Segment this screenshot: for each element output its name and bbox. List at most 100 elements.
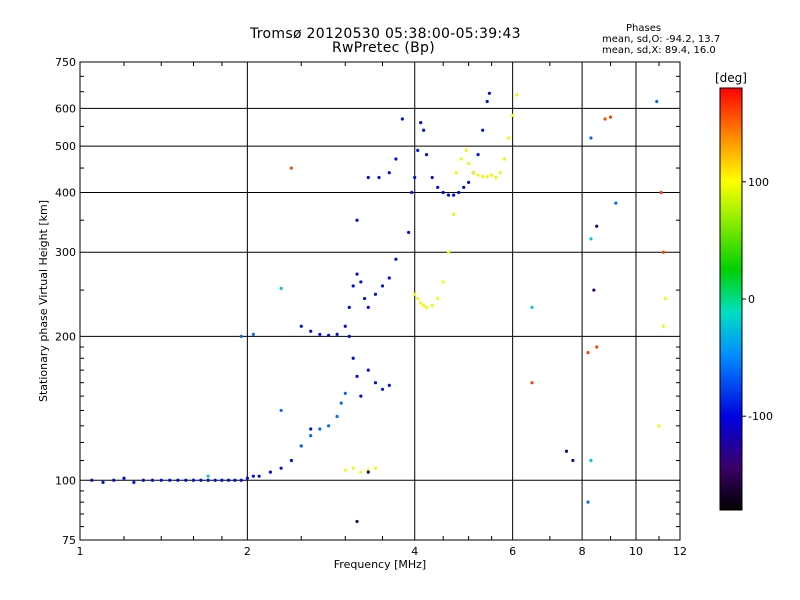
data-point	[206, 474, 210, 478]
data-point	[485, 99, 489, 104]
data-point	[430, 175, 434, 180]
data-point	[419, 301, 423, 305]
data-point	[289, 166, 293, 170]
phases-o-stats: mean, sd,O: -94.2, 13.7	[602, 34, 721, 45]
x-tick-label: 10	[629, 545, 643, 558]
colorbar-tick-label: -100	[748, 410, 773, 423]
data-point	[422, 303, 426, 308]
x-axis-label: Frequency [MHz]	[334, 558, 426, 571]
data-point	[122, 476, 126, 480]
data-point	[373, 292, 378, 296]
data-point	[327, 333, 331, 337]
data-point	[239, 334, 243, 338]
data-point	[168, 478, 172, 482]
colorbar-tick-label: 100	[748, 176, 769, 189]
data-point	[380, 387, 385, 391]
data-point	[459, 157, 463, 161]
data-point	[327, 424, 331, 428]
data-point	[394, 157, 398, 161]
data-point	[424, 153, 429, 157]
data-point	[366, 305, 370, 309]
data-point	[251, 332, 255, 336]
data-point	[422, 128, 426, 132]
data-point	[355, 519, 359, 524]
data-point	[487, 91, 492, 95]
data-point	[112, 478, 116, 482]
data-point	[199, 478, 203, 482]
data-point	[467, 180, 471, 184]
data-point	[362, 296, 367, 301]
data-point	[485, 174, 489, 179]
data-point	[502, 157, 507, 161]
y-tick-label: 750	[55, 56, 76, 69]
data-point	[589, 458, 593, 463]
data-point	[351, 466, 355, 470]
data-point	[318, 427, 322, 431]
data-point	[446, 250, 451, 254]
chart-subtitle: RwPretec (Bp)	[332, 40, 436, 56]
data-point	[359, 394, 363, 398]
data-point	[400, 117, 404, 121]
data-point	[343, 324, 347, 328]
data-point	[141, 478, 145, 482]
data-point	[394, 257, 398, 261]
x-tick-label: 4	[411, 545, 418, 558]
data-point	[410, 190, 414, 195]
data-point	[279, 286, 283, 291]
data-point	[380, 284, 385, 288]
data-point	[220, 478, 224, 482]
data-point	[506, 136, 511, 140]
data-point	[268, 470, 272, 474]
data-point	[359, 470, 363, 474]
y-tick-label: 600	[55, 102, 76, 115]
data-point	[589, 237, 593, 241]
y-tick-label: 100	[55, 474, 76, 487]
data-point	[452, 212, 456, 216]
data-point	[387, 171, 391, 175]
data-point	[335, 332, 339, 336]
data-point	[245, 476, 249, 480]
data-point	[476, 153, 480, 157]
data-point	[407, 230, 411, 235]
data-point	[343, 468, 347, 472]
data-point	[191, 478, 196, 482]
data-point	[659, 190, 663, 195]
data-point	[419, 121, 423, 125]
y-tick-label: 200	[55, 330, 76, 343]
data-point	[657, 424, 661, 428]
x-tick-label: 12	[673, 545, 687, 558]
data-point	[586, 350, 590, 355]
data-point	[355, 218, 359, 222]
data-point	[436, 296, 440, 301]
colorbar-label: [deg]	[715, 71, 747, 85]
data-point	[373, 381, 378, 385]
chart-title: Tromsø 20120530 05:38:00-05:39:43	[250, 26, 521, 42]
data-point	[467, 161, 471, 166]
data-point	[339, 401, 343, 405]
data-point	[457, 190, 461, 195]
data-point	[490, 173, 494, 177]
y-tick-label: 400	[55, 186, 76, 199]
data-point	[530, 381, 534, 385]
data-point	[471, 171, 475, 175]
data-point	[213, 478, 217, 482]
data-point	[251, 474, 255, 478]
data-point	[373, 466, 378, 470]
data-point	[150, 478, 155, 482]
data-point	[176, 478, 180, 482]
plot-frame	[79, 61, 681, 541]
colorbar-tick-label: 0	[748, 293, 755, 306]
data-point	[299, 324, 303, 328]
data-point	[481, 174, 485, 179]
data-point	[454, 171, 458, 175]
data-point	[661, 250, 665, 254]
data-point	[366, 368, 370, 372]
data-point	[608, 115, 613, 119]
data-point	[511, 113, 515, 117]
data-point	[335, 414, 339, 419]
data-point	[159, 478, 163, 482]
data-point	[206, 478, 210, 482]
data-point	[661, 324, 665, 328]
data-point	[603, 117, 607, 121]
